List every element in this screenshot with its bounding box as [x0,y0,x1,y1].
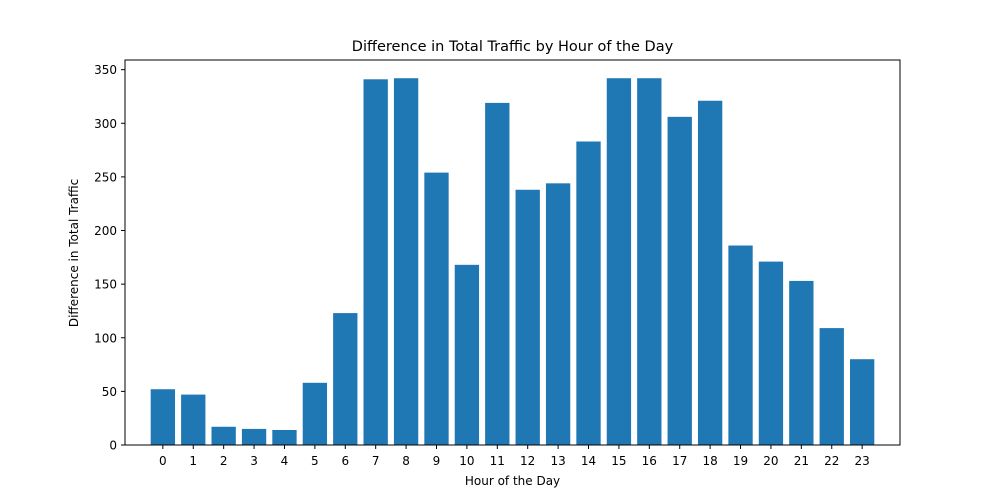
x-tick-label: 5 [311,454,319,468]
bar-hour-16 [637,78,662,445]
bar-hour-14 [576,141,601,445]
y-tick-label: 150 [94,278,117,292]
x-tick-label: 4 [281,454,289,468]
bar-hour-8 [393,78,419,445]
bar-hour-15 [606,78,632,445]
y-tick-label: 100 [94,331,117,345]
bar-hour-21 [789,280,814,445]
bar-hour-1 [181,394,206,445]
bar-hour-7 [363,79,388,445]
bar-hour-23 [849,359,875,445]
bar-hour-12 [515,189,540,445]
x-tick-label: 22 [824,454,839,468]
y-tick-label: 300 [94,117,117,131]
chart-title: Difference in Total Traffic by Hour of t… [352,39,674,55]
bar-hour-0 [150,389,176,445]
x-tick-label: 23 [855,454,870,468]
x-tick-label: 2 [220,454,228,468]
y-tick-label: 350 [94,63,117,77]
bar-hour-20 [758,261,784,445]
bar-hour-22 [819,328,844,445]
x-tick-label: 3 [250,454,258,468]
plot-frame [124,59,901,446]
x-axis: 0 1 2 3 4 5 6 7 8 9 10 11 12 13 14 15 16 17 18 19 20 21 22 23 [159,445,870,468]
x-tick-label: 12 [520,454,535,468]
x-axis-label: Hour of the Day [465,474,560,488]
bar-hour-10 [454,264,480,445]
x-tick-label: 19 [733,454,748,468]
bar-hour-3 [241,428,267,445]
x-tick-label: 6 [341,454,349,468]
y-tick-label: 200 [94,224,117,238]
x-tick-label: 17 [672,454,687,468]
y-tick-label: 250 [94,170,117,184]
bar-hour-18 [697,100,723,446]
bar-hour-2 [211,426,236,445]
bars-group [150,78,875,446]
bar-hour-9 [424,172,449,445]
y-tick-label: 50 [102,385,117,399]
x-tick-label: 7 [372,454,380,468]
bar-hour-11 [485,102,510,445]
x-tick-label: 14 [581,454,596,468]
x-tick-label: 11 [490,454,505,468]
bar-hour-13 [545,183,571,446]
x-tick-label: 18 [702,454,717,468]
y-tick-label: 0 [109,439,117,453]
x-tick-label: 8 [402,454,410,468]
x-tick-label: 13 [550,454,565,468]
bar-hour-4 [272,429,297,445]
y-axis: 0 50 100 150 200 250 300 350 [94,63,125,453]
x-tick-label: 16 [642,454,657,468]
x-tick-label: 0 [159,454,167,468]
x-tick-label: 15 [611,454,626,468]
x-tick-label: 10 [459,454,474,468]
y-axis-label: Difference in Total Traffic [67,179,81,327]
bar-hour-6 [333,313,358,445]
x-tick-label: 20 [763,454,778,468]
x-tick-label: 21 [794,454,809,468]
bar-hour-19 [728,245,753,445]
bar-hour-5 [302,382,328,445]
x-tick-label: 1 [189,454,197,468]
x-tick-label: 9 [433,454,441,468]
bar-hour-17 [667,116,692,445]
